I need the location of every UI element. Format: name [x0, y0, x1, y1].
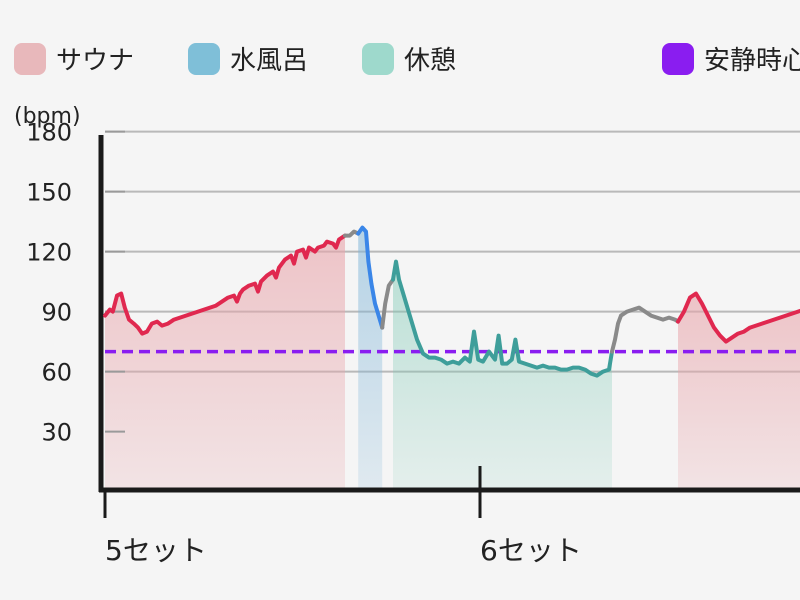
sauna-swatch: [14, 42, 46, 75]
cold-phase-area: [358, 227, 383, 490]
transition-heart-rate-line: [610, 305, 680, 354]
y-tick-label: 120: [26, 239, 72, 267]
y-tick-label: 30: [41, 419, 72, 447]
sauna-phase-area: [678, 293, 800, 490]
legend-label-resting-hr: 安静時心拍: [704, 46, 800, 76]
legend-item-resting-hr: 安静時心拍: [662, 40, 800, 77]
chart-legend: サウナ 水風呂 休憩 安静時心拍: [14, 40, 800, 80]
x-tick-label: 6セット: [480, 534, 582, 567]
y-axis-unit-label: (bpm): [14, 104, 81, 129]
legend-label-rest: 休憩: [404, 46, 457, 76]
y-tick-label: 90: [41, 299, 72, 327]
legend-label-sauna: サウナ: [56, 46, 135, 76]
sauna-heart-rate-line: [676, 291, 800, 344]
cold-bath-swatch: [188, 42, 220, 75]
sauna-heart-rate-line: [103, 233, 347, 336]
legend-item-cold-bath: 水風呂: [188, 40, 308, 77]
rest-swatch: [362, 42, 394, 75]
legend-item-sauna: サウナ: [14, 40, 134, 77]
cold-heart-rate-line: [356, 225, 385, 330]
sauna-phase-area: [105, 235, 345, 490]
legend-item-rest: 休憩: [362, 40, 456, 77]
resting-hr-swatch: [662, 42, 694, 75]
y-tick-label: 60: [41, 359, 72, 387]
legend-label-cold-bath: 水風呂: [230, 46, 309, 76]
y-tick-label: 150: [26, 179, 72, 207]
transition-heart-rate-line: [380, 277, 395, 330]
transition-heart-rate-line: [343, 229, 361, 238]
x-tick-label: 5セット: [105, 534, 207, 567]
y-tick-label: 180: [26, 119, 72, 147]
rest-phase-area: [393, 261, 612, 490]
rest-heart-rate-line: [391, 259, 614, 378]
